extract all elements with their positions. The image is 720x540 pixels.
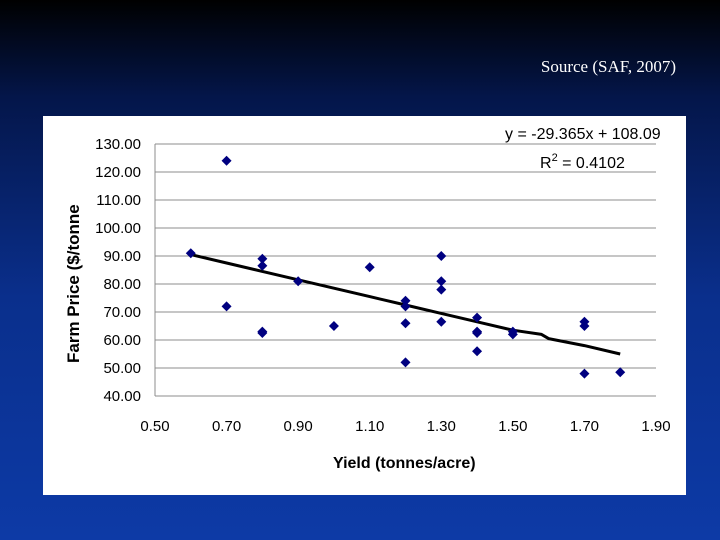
y-tick-label: 50.00 <box>103 360 141 377</box>
y-tick-label: 70.00 <box>103 304 141 321</box>
x-tick-label: 0.50 <box>140 418 169 435</box>
data-point <box>400 357 411 368</box>
data-point <box>615 367 626 378</box>
data-point <box>579 368 590 379</box>
data-point <box>436 276 447 287</box>
y-tick-label: 90.00 <box>103 248 141 265</box>
data-point <box>400 318 411 329</box>
data-point <box>436 284 447 295</box>
data-point <box>507 329 518 340</box>
x-axis-label: Yield (tonnes/acre) <box>333 455 476 472</box>
data-point <box>221 155 232 166</box>
y-axis-label: Farm Price ($/tonne <box>64 204 83 363</box>
y-tick-label: 40.00 <box>103 388 141 405</box>
data-point <box>472 346 483 357</box>
data-point <box>185 248 196 259</box>
x-tick-label: 1.10 <box>355 418 384 435</box>
data-point <box>221 301 232 312</box>
data-point <box>328 321 339 331</box>
data-point <box>436 251 447 261</box>
data-point <box>472 328 483 338</box>
x-tick-label: 0.70 <box>212 418 241 435</box>
x-tick-label: 0.90 <box>284 418 313 435</box>
x-tick-label: 1.50 <box>498 418 527 435</box>
data-point <box>436 316 447 327</box>
trendline-equation: y = -29.365x + 108.09 <box>505 126 661 143</box>
y-tick-label: 120.00 <box>95 164 141 181</box>
r-squared-label: R2 = 0.4102 <box>540 152 625 172</box>
y-tick-label: 60.00 <box>103 332 141 349</box>
data-point <box>400 301 411 312</box>
data-point <box>472 312 483 323</box>
source-citation: Source (SAF, 2007) <box>540 57 676 76</box>
r-squared-superscript: 2 <box>552 152 558 164</box>
y-tick-label: 130.00 <box>95 136 141 153</box>
r-squared-value: = 0.4102 <box>558 155 625 172</box>
x-tick-label: 1.90 <box>641 418 670 435</box>
data-point <box>293 276 304 287</box>
data-point <box>579 321 590 331</box>
y-tick-label: 100.00 <box>95 220 141 237</box>
data-point <box>364 262 375 273</box>
x-tick-label: 1.70 <box>570 418 599 435</box>
chart-panel: 130.00 120.00 110.00 100.00 90.00 80.00 70.00 6… <box>43 116 686 495</box>
y-tick-label: 80.00 <box>103 276 141 293</box>
data-point <box>257 260 268 271</box>
r-squared-prefix: R <box>540 155 552 172</box>
x-tick-label: 1.30 <box>427 418 456 435</box>
data-point <box>400 295 411 306</box>
scatter-chart: 130.00 120.00 110.00 100.00 90.00 80.00 70.00 6… <box>64 126 671 472</box>
trendline <box>190 253 621 356</box>
y-tick-label: 110.00 <box>96 192 141 209</box>
data-point <box>257 328 268 338</box>
